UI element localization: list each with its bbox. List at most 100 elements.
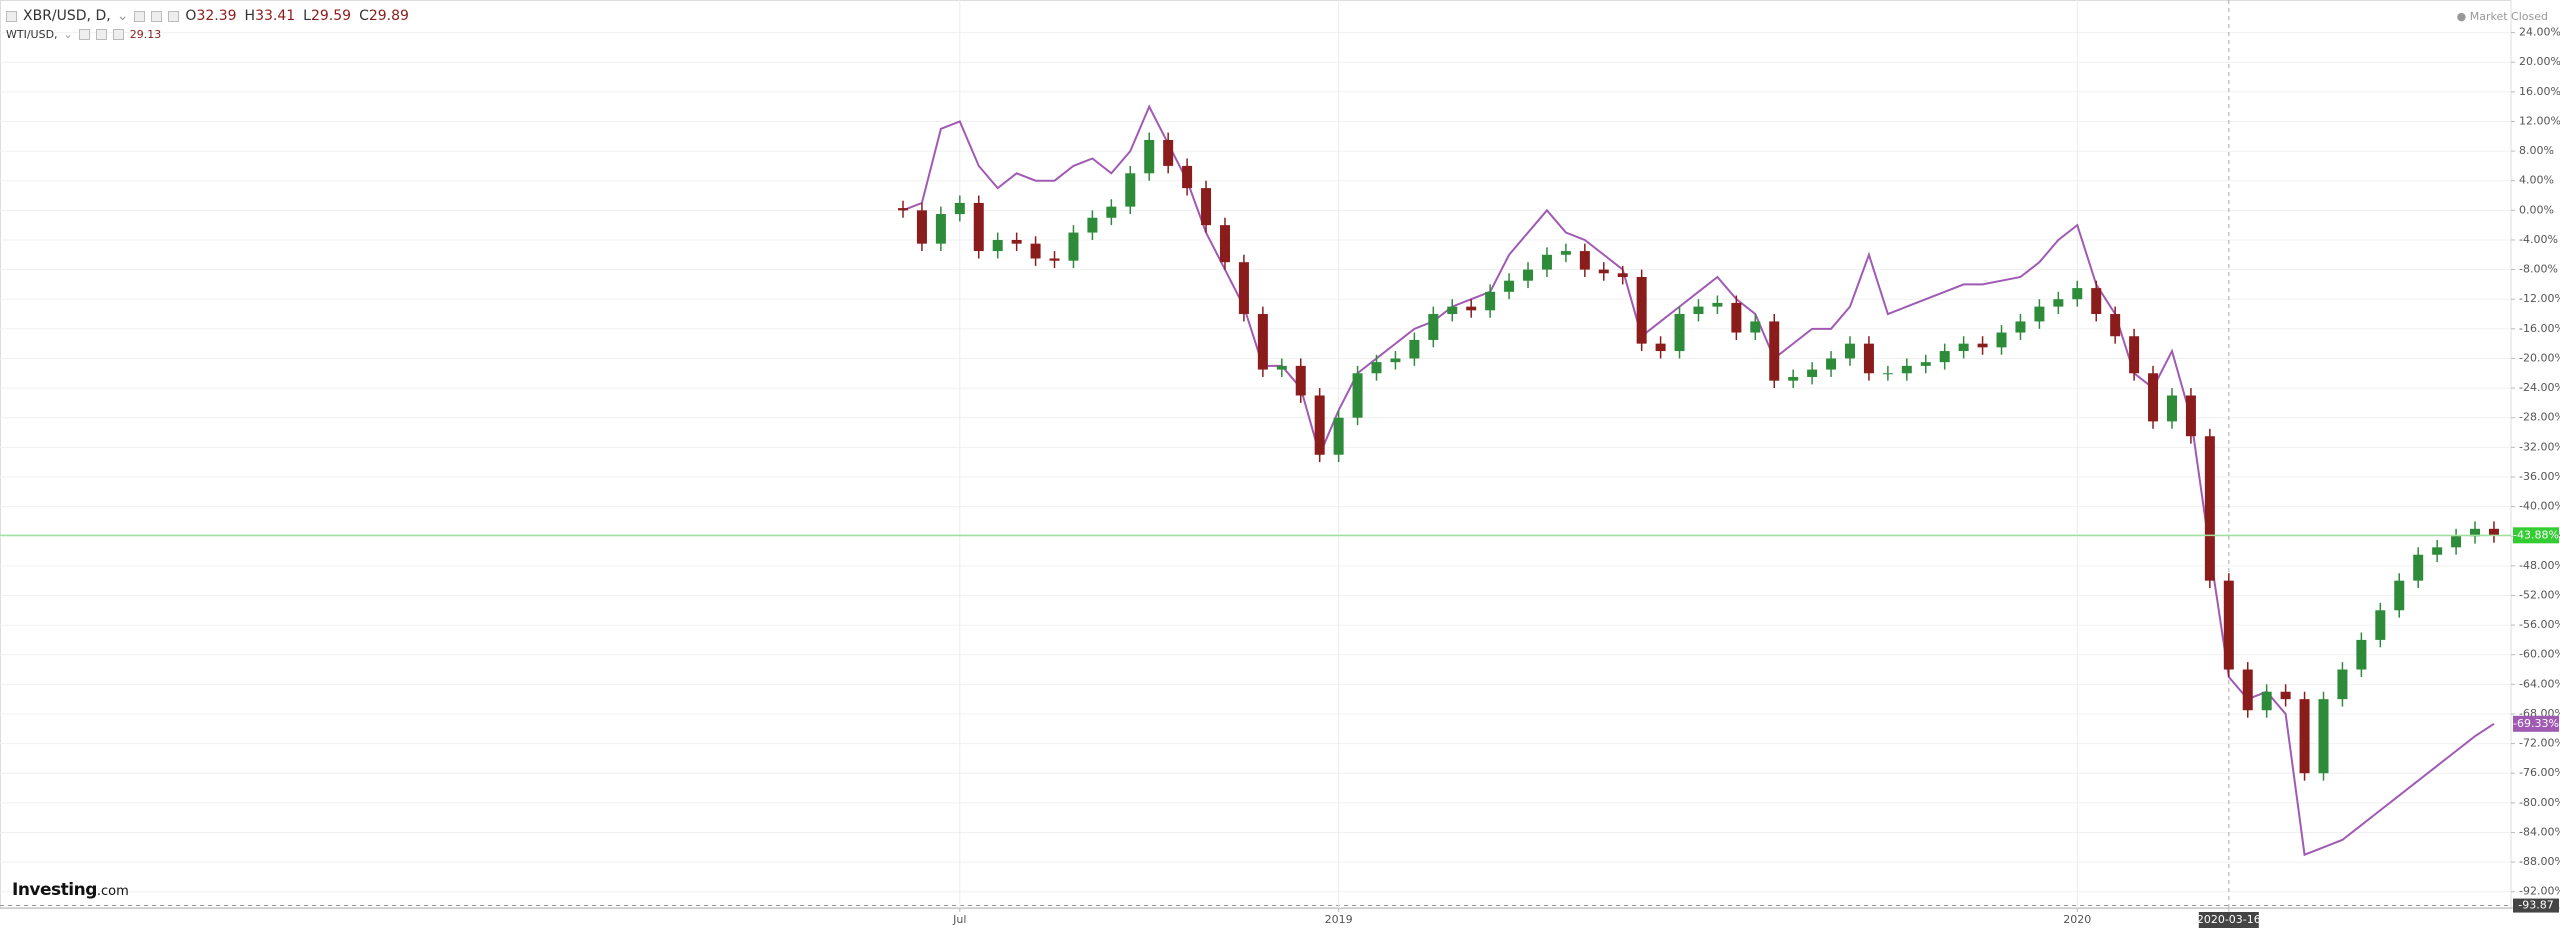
candle-body xyxy=(1371,362,1382,374)
candle-body xyxy=(1882,373,1893,375)
candle-body xyxy=(1409,339,1420,359)
candle-body xyxy=(2129,336,2140,374)
candle-body xyxy=(973,202,984,252)
dropdown[interactable]: ⌄ xyxy=(116,8,129,24)
candle-body xyxy=(2394,580,2405,611)
candle-body xyxy=(2223,580,2234,670)
icon[interactable] xyxy=(168,10,180,22)
candle-body xyxy=(1257,314,1268,370)
y-tick-label: 8.00% xyxy=(2519,144,2554,157)
collapse-icon[interactable] xyxy=(6,10,17,22)
candle-body xyxy=(1769,321,1780,381)
candle-body xyxy=(1466,306,1477,311)
y-tick-label: -48.00% xyxy=(2519,559,2560,572)
brand-name: Investing xyxy=(12,880,97,900)
candle-body xyxy=(2470,528,2481,537)
y-tick-label: -52.00% xyxy=(2519,588,2560,601)
candle-body xyxy=(898,208,908,211)
candle-body xyxy=(1144,139,1155,174)
crosshair-y-label: -93.87 xyxy=(2518,899,2553,912)
candle-body xyxy=(954,202,965,215)
candle-body xyxy=(1636,276,1647,344)
y-tick-label: -64.00% xyxy=(2519,677,2560,690)
legend-compare: WTI/USD, ⌄ 29.13 xyxy=(6,28,161,41)
candle-body xyxy=(1106,206,1117,218)
ohlc-item: H33.41 xyxy=(245,8,296,24)
candle-body xyxy=(2337,669,2348,700)
ohlc: O32.39 H33.41 L29.59 C29.89 xyxy=(185,8,409,24)
x-tick-label: Jul xyxy=(952,913,966,926)
candle-body xyxy=(1163,139,1174,166)
icon[interactable] xyxy=(95,29,107,40)
crosshair-y-box xyxy=(2513,898,2559,913)
candle-body xyxy=(2488,528,2499,536)
candle-body xyxy=(992,239,1003,252)
candle-body xyxy=(2356,639,2367,670)
candle-body xyxy=(1863,343,1874,374)
candle-body xyxy=(935,214,946,244)
candle-body xyxy=(1428,314,1439,340)
candle-body xyxy=(2261,691,2272,711)
brand: Investing.com xyxy=(12,880,129,900)
candle-body xyxy=(1958,343,1969,352)
candle-body xyxy=(1390,358,1401,363)
candle-body xyxy=(1598,269,1609,274)
candle-body xyxy=(1579,251,1590,270)
plot-marks xyxy=(0,104,2511,857)
y-tick-label: -84.00% xyxy=(2519,825,2560,838)
x-tick-label: 2020-03-16 xyxy=(2197,913,2261,926)
plot-border xyxy=(0,0,2512,909)
candle-body xyxy=(2053,299,2064,307)
y-tick-label: -56.00% xyxy=(2519,618,2560,631)
x-tick-label: 2019 xyxy=(1325,913,1353,926)
icon[interactable] xyxy=(78,29,90,40)
x-crosshair-box xyxy=(2198,912,2259,928)
candle-body xyxy=(1314,395,1325,455)
series-name: WTI/USD, xyxy=(6,28,58,41)
compare-value: 29.13 xyxy=(129,28,162,41)
compare-line xyxy=(902,104,2495,857)
y-tick-label: 20.00% xyxy=(2519,55,2560,68)
candle-body xyxy=(1750,321,1761,333)
y-tick-label: -76.00% xyxy=(2519,766,2560,779)
candle-body xyxy=(2375,610,2386,640)
ohlc-item: O32.39 xyxy=(185,8,236,24)
candle-body xyxy=(1674,314,1685,352)
candle-body xyxy=(1996,332,2007,348)
candle-body xyxy=(1939,351,1950,363)
candle-body xyxy=(1655,343,1666,352)
candle-body xyxy=(1523,269,1534,281)
dropdown[interactable]: ⌄ xyxy=(63,28,73,41)
y-tick-label: -60.00% xyxy=(2519,648,2560,661)
candle-body xyxy=(2318,699,2329,774)
ohlc-key: O xyxy=(185,8,197,24)
y-tick-label: -32.00% xyxy=(2519,440,2560,453)
candle-body xyxy=(1447,306,1458,315)
icon[interactable] xyxy=(112,29,124,40)
y-tick-label: 16.00% xyxy=(2519,85,2560,98)
candle-body xyxy=(1712,302,1723,307)
icon[interactable] xyxy=(151,10,163,22)
ohlc-value: 32.39 xyxy=(196,8,237,24)
y-tick-label: 0.00% xyxy=(2519,203,2554,216)
icon[interactable] xyxy=(134,10,146,22)
candle-body xyxy=(2034,306,2045,322)
y-tick-label: 12.00% xyxy=(2519,114,2560,127)
legend-main: XBR/USD, D, ⌄ O32.39 H33.41 L29.59 C29.89 xyxy=(6,8,409,24)
y-tick-label: -40.00% xyxy=(2519,500,2560,513)
candle-body xyxy=(1125,173,1136,207)
y-tick-label: -12.00% xyxy=(2519,292,2560,305)
candle-body xyxy=(1807,369,1818,377)
candle-body xyxy=(1276,365,1287,370)
candle-body xyxy=(2451,536,2462,548)
candle-body xyxy=(1541,254,1552,270)
candle-body xyxy=(1219,225,1230,263)
candle-body xyxy=(1617,273,1628,277)
y-tick-label: -28.00% xyxy=(2519,411,2560,424)
ohlc-item: C29.89 xyxy=(359,8,409,24)
y-tick-label: 24.00% xyxy=(2519,26,2560,39)
candle-body xyxy=(1295,365,1306,396)
ohlc-key: H xyxy=(244,8,256,24)
y-tick-label: -20.00% xyxy=(2519,351,2560,364)
